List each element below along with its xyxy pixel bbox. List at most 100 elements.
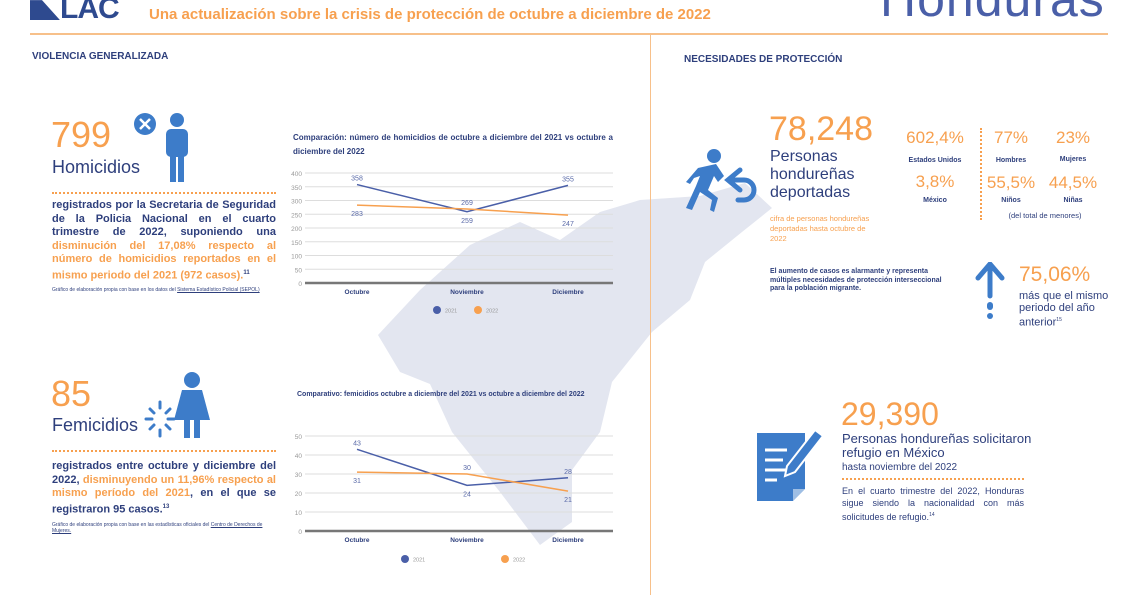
refugio-sub: hasta noviembre del 2022 (842, 462, 958, 473)
person-cross-icon (134, 113, 188, 182)
x-tick-label: Octubre (345, 289, 370, 296)
deportadas-note: cifra de personas hondureñas deportadas … (770, 214, 870, 243)
y-tick-label: 20 (295, 491, 303, 498)
logo-mark-icon (30, 0, 60, 21)
data-label: 30 (463, 465, 471, 472)
divider (52, 450, 276, 452)
legend-label: 2022 (486, 309, 498, 315)
data-label: 21 (564, 497, 572, 504)
logo-text: LAC (60, 0, 120, 25)
legend-marker-2021 (433, 306, 441, 314)
y-tick-label: 100 (291, 254, 302, 261)
series-line-2022 (356, 471, 569, 492)
series-line-2022 (356, 204, 569, 216)
deportadas-label: Personas hondureñas deportadas (770, 148, 855, 201)
femicidios-value: 85 (51, 373, 92, 414)
alert-text: El aumento de casos es alarmante y repre… (770, 268, 942, 292)
mujeres-label: Mujeres (1059, 156, 1087, 163)
refugio-text: En el cuarto trimestre del 2022, Hondura… (842, 486, 1024, 522)
series-line-2021 (356, 448, 569, 487)
chart-homicidios: 0 50 100 150 200 250 300 350 400 Octubre Noviembre… (291, 171, 613, 315)
femicidios-text: registrados entre octubre y diciembre de… (52, 460, 276, 516)
y-tick-label: 40 (295, 453, 303, 460)
y-tick-label: 0 (298, 529, 302, 536)
arrow-up-exclamation-icon (975, 262, 1005, 319)
y-tick-label: 10 (295, 510, 303, 517)
data-label: 31 (353, 478, 361, 485)
y-tick-label: 250 (291, 212, 302, 219)
legend-label: 2022 (513, 558, 525, 564)
femicidios-label: Femicidios (52, 415, 139, 435)
y-tick-label: 400 (291, 171, 302, 178)
menores-note: (del total de menores) (1008, 211, 1082, 220)
divider (842, 478, 1024, 480)
data-label: 28 (564, 469, 572, 476)
y-tick-label: 300 (291, 199, 302, 206)
homicidios-label: Homicidios (52, 157, 141, 177)
ninas-label: Niñas (1063, 197, 1083, 204)
data-label: 259 (461, 218, 473, 225)
y-tick-label: 350 (291, 185, 302, 192)
logo: LAC (30, 0, 120, 26)
y-tick-label: 50 (295, 434, 303, 441)
eeuu-label: Estados Unidos (908, 157, 962, 164)
hombres-pct: 77% (993, 128, 1029, 147)
x-tick-label: Noviembre (450, 289, 484, 296)
data-label: 283 (351, 211, 363, 218)
ninos-pct: 55,5% (986, 173, 1036, 192)
deportadas-value: 78,248 (769, 110, 873, 148)
running-person-icon (686, 149, 757, 212)
x-tick-label: Diciembre (552, 537, 584, 544)
x-tick-label: Diciembre (552, 289, 584, 296)
chart-femicidios-title: Comparativo: femicidios octubre a diciem… (297, 391, 585, 398)
country-title: Honduras (880, 0, 1105, 24)
refugio-label: Personas hondureñas solicitaron refugio … (842, 431, 1032, 460)
data-label: 355 (562, 176, 574, 183)
document-pen-icon (757, 428, 825, 501)
legend-label: 2021 (445, 309, 457, 315)
y-tick-label: 150 (291, 240, 302, 247)
hombres-label: Hombres (995, 157, 1027, 164)
sepol-link[interactable]: Sistema Estadístico Policial (SEPOL) (177, 287, 260, 293)
data-label: 43 (353, 440, 361, 447)
divider (52, 192, 276, 194)
mujeres-pct: 23% (1055, 128, 1091, 147)
homicidios-text: registrados por la Secretaria de Segurid… (52, 199, 276, 282)
y-tick-label: 30 (295, 472, 303, 479)
section-title-necesidades: NECESIDADES DE PROTECCIÓN (684, 54, 843, 65)
y-tick-label: 50 (295, 267, 303, 274)
data-label: 358 (351, 176, 363, 183)
legend-marker-2021 (401, 555, 409, 563)
ninas-pct: 44,5% (1048, 173, 1098, 192)
legend-label: 2021 (413, 558, 425, 564)
data-label: 24 (463, 491, 471, 498)
legend-marker-2022 (474, 306, 482, 314)
legend-marker-2022 (501, 555, 509, 563)
mexico-label: México (923, 197, 947, 204)
x-tick-label: Noviembre (450, 537, 484, 544)
page-title: Una actualización sobre la crisis de pro… (149, 6, 711, 23)
divider (980, 128, 982, 220)
chart-femicidios: 0 10 20 30 40 50 Octubre Noviembre Diciembre 43 24… (295, 434, 613, 564)
ninos-label: Niños (1001, 197, 1021, 204)
column-divider (650, 35, 651, 595)
increase-text: más que el mismo periodo del año anterio… (1019, 290, 1109, 329)
chart-homicidios-title: Comparación: número de homicidios de oct… (293, 133, 613, 156)
increase-pct: 75,06% (1019, 263, 1091, 286)
section-title-violencia: VIOLENCIA GENERALIZADA (32, 51, 169, 62)
data-label: 269 (461, 200, 473, 207)
homicidios-value: 799 (51, 114, 112, 155)
eeuu-pct: 602,4% (906, 128, 964, 147)
femicidios-source: Gráfico de elaboración propia con base e… (52, 522, 263, 534)
cdm-link[interactable]: Centro de Derechos de Mujeres. (52, 522, 263, 534)
header-divider (30, 33, 1108, 35)
woman-burst-icon (144, 372, 210, 438)
homicidios-source: Gráfico de elaboración propia con base e… (52, 287, 260, 293)
mexico-pct: 3,8% (915, 172, 955, 191)
y-tick-label: 0 (298, 281, 302, 288)
x-tick-label: Octubre (345, 537, 370, 544)
refugio-value: 29,390 (841, 396, 939, 432)
data-label: 247 (562, 221, 574, 228)
series-line-2021 (356, 183, 569, 213)
y-tick-label: 200 (291, 226, 302, 233)
